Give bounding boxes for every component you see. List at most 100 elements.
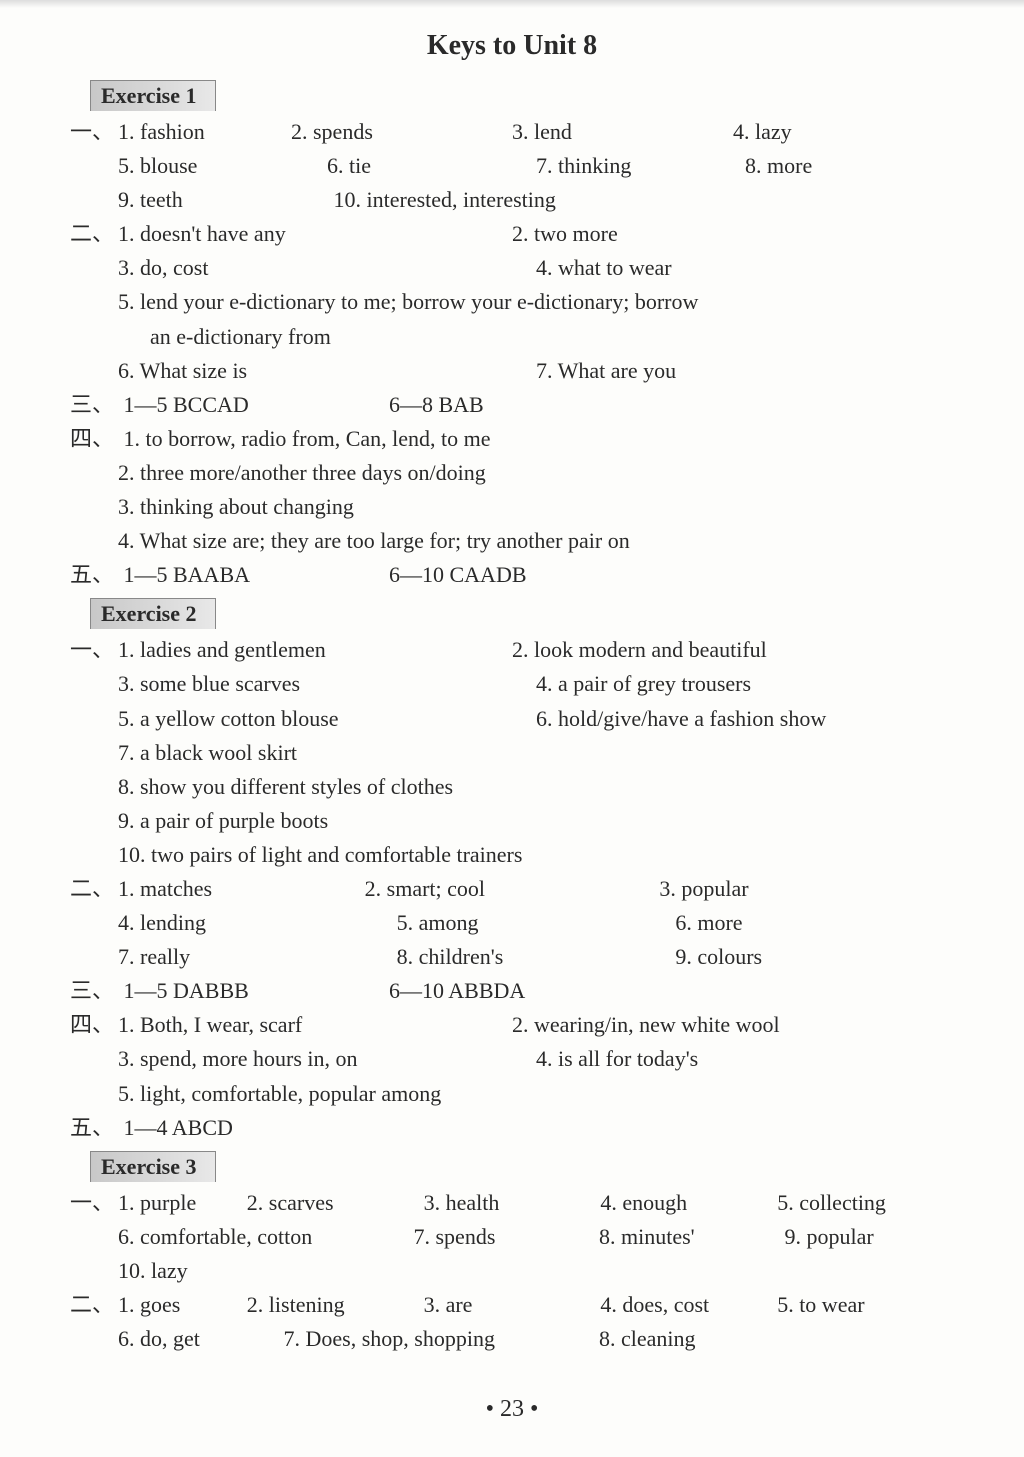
answer-item: 4. lending — [118, 906, 397, 940]
answer-item: 5. lend your e-dictionary to me; borrow … — [70, 285, 954, 319]
answer-item: 5. collecting — [777, 1186, 954, 1220]
answer-item: 4. What size are; they are too large for… — [70, 524, 954, 558]
answer-item: 2. spends — [291, 115, 512, 149]
answer-item: 5. light, comfortable, popular among — [70, 1077, 954, 1111]
ex2-s5: 五、 1—4 ABCD — [70, 1111, 954, 1145]
ex1-s4-row1: 四、 1. to borrow, radio from, Can, lend, … — [70, 422, 954, 456]
answer-item: 8. minutes' — [599, 1220, 779, 1254]
section-label: 五、 — [70, 558, 118, 592]
ex2-s3: 三、 1—5 DABBB 6—10 ABBDA — [70, 974, 954, 1008]
ex1-s2-row1: 二、1. doesn't have any 2. two more — [70, 217, 954, 251]
answer-item: 7. thinking — [536, 149, 745, 183]
answer-item: 1—5 DABBB — [124, 974, 384, 1008]
answer-item: 1. matches — [118, 876, 212, 901]
answer-item: 4. what to wear — [536, 251, 954, 285]
ex1-s1-row2: 5. blouse 6. tie 7. thinking 8. more — [70, 149, 954, 183]
answer-item: 8. children's — [397, 940, 676, 974]
answer-item: 2. smart; cool — [365, 872, 660, 906]
answer-item: 1. to borrow, radio from, Can, lend, to … — [124, 426, 491, 451]
page: Keys to Unit 8 Exercise 1 一、1. fashion 2… — [0, 0, 1024, 1457]
answer-item: 7. spends — [414, 1220, 594, 1254]
answer-item: 2. look modern and beautiful — [512, 633, 954, 667]
answer-item: 1. goes — [118, 1292, 180, 1317]
answer-item: 3. some blue scarves — [118, 667, 536, 701]
ex2-s2-row3: 7. really 8. children's 9. colours — [70, 940, 954, 974]
answer-item: 8. more — [745, 149, 954, 183]
answer-item: 6. comfortable, cotton — [118, 1220, 408, 1254]
answer-item: 6. do, get — [118, 1322, 278, 1356]
answer-item: 6—8 BAB — [389, 392, 484, 417]
answer-item: 9. a pair of purple boots — [70, 804, 954, 838]
answer-item: 7. Does, shop, shopping — [284, 1322, 594, 1356]
page-number: • 23 • — [70, 1396, 954, 1423]
ex2-s4-row2: 3. spend, more hours in, on 4. is all fo… — [70, 1042, 954, 1076]
section-label: 一、 — [70, 633, 118, 667]
answer-item: 6—10 CAADB — [389, 562, 527, 587]
answer-item: 2. two more — [512, 217, 954, 251]
answer-item: 6. hold/give/have a fashion show — [536, 702, 954, 736]
answer-item: 2. three more/another three days on/doin… — [70, 456, 954, 490]
ex2-s1-row1: 一、1. ladies and gentlemen 2. look modern… — [70, 633, 954, 667]
section-label: 三、 — [70, 974, 118, 1008]
ex2-s2-row1: 二、1. matches 2. smart; cool 3. popular — [70, 872, 954, 906]
answer-item: 5. a yellow cotton blouse — [118, 702, 536, 736]
answer-item: 5. to wear — [777, 1288, 954, 1322]
answer-item: 6. tie — [327, 149, 536, 183]
answer-item: 2. scarves — [247, 1186, 424, 1220]
answer-item: 7. really — [118, 940, 397, 974]
answer-item: 1. doesn't have any — [118, 221, 286, 246]
answer-item: 4. is all for today's — [536, 1042, 954, 1076]
answer-item: 1—4 ABCD — [124, 1115, 233, 1140]
ex3-s1-row1: 一、1. purple 2. scarves 3. health 4. enou… — [70, 1186, 954, 1220]
ex1-s2-row2: 3. do, cost 4. what to wear — [70, 251, 954, 285]
ex2-s4-row1: 四、1. Both, I wear, scarf 2. wearing/in, … — [70, 1008, 954, 1042]
answer-item: 3. health — [424, 1186, 601, 1220]
answer-item: 6. more — [675, 906, 954, 940]
ex2-s2-row2: 4. lending 5. among 6. more — [70, 906, 954, 940]
answer-item: 9. popular — [785, 1224, 874, 1249]
section-label: 四、 — [70, 422, 118, 456]
section-label: 五、 — [70, 1111, 118, 1145]
answer-item: 2. listening — [247, 1288, 424, 1322]
answer-item: 1. fashion — [118, 119, 205, 144]
section-label: 三、 — [70, 388, 118, 422]
section-label: 二、 — [70, 1288, 118, 1322]
answer-item: 4. does, cost — [600, 1288, 777, 1322]
answer-item: 1. Both, I wear, scarf — [118, 1012, 302, 1037]
answer-item: 10. two pairs of light and comfortable t… — [70, 838, 954, 872]
section-label: 二、 — [70, 217, 118, 251]
ex1-s3: 三、 1—5 BCCAD 6—8 BAB — [70, 388, 954, 422]
answer-item: 4. lazy — [733, 115, 954, 149]
ex1-s5: 五、 1—5 BAABA 6—10 CAADB — [70, 558, 954, 592]
answer-item: 6—10 ABBDA — [389, 978, 525, 1003]
section-label: 二、 — [70, 872, 118, 906]
answer-item: 2. wearing/in, new white wool — [512, 1008, 954, 1042]
exercise-2-header: Exercise 2 — [90, 598, 216, 629]
answer-item: 6. What size is — [118, 354, 536, 388]
section-label: 一、 — [70, 115, 118, 149]
section-label: 一、 — [70, 1186, 118, 1220]
ex3-s1-row2: 6. comfortable, cotton 7. spends 8. minu… — [70, 1220, 954, 1254]
answer-item: 3. do, cost — [118, 251, 536, 285]
ex1-s1-row3: 9. teeth 10. interested, interesting — [70, 183, 954, 217]
answer-item: 4. a pair of grey trousers — [536, 667, 954, 701]
answer-item: 8. cleaning — [599, 1326, 696, 1351]
answer-item: 9. teeth — [118, 183, 328, 217]
answer-item: 10. lazy — [70, 1254, 954, 1288]
section-label: 四、 — [70, 1008, 118, 1042]
answer-item: 8. show you different styles of clothes — [70, 770, 954, 804]
answer-item: 5. blouse — [118, 149, 327, 183]
answer-item: 10. interested, interesting — [334, 187, 556, 212]
exercise-1-header: Exercise 1 — [90, 80, 216, 111]
answer-item: 5. among — [397, 906, 676, 940]
exercise-3-header: Exercise 3 — [90, 1151, 216, 1182]
answer-item: 1—5 BAABA — [124, 558, 384, 592]
answer-item: an e-dictionary from — [70, 320, 954, 354]
answer-item: 9. colours — [675, 940, 954, 974]
answer-item: 7. a black wool skirt — [70, 736, 954, 770]
answer-item: 3. spend, more hours in, on — [118, 1042, 536, 1076]
ex1-s1-row1: 一、1. fashion 2. spends 3. lend 4. lazy — [70, 115, 954, 149]
ex2-s1-row3: 5. a yellow cotton blouse 6. hold/give/h… — [70, 702, 954, 736]
answer-item: 3. are — [424, 1288, 601, 1322]
answer-item: 4. enough — [600, 1186, 777, 1220]
